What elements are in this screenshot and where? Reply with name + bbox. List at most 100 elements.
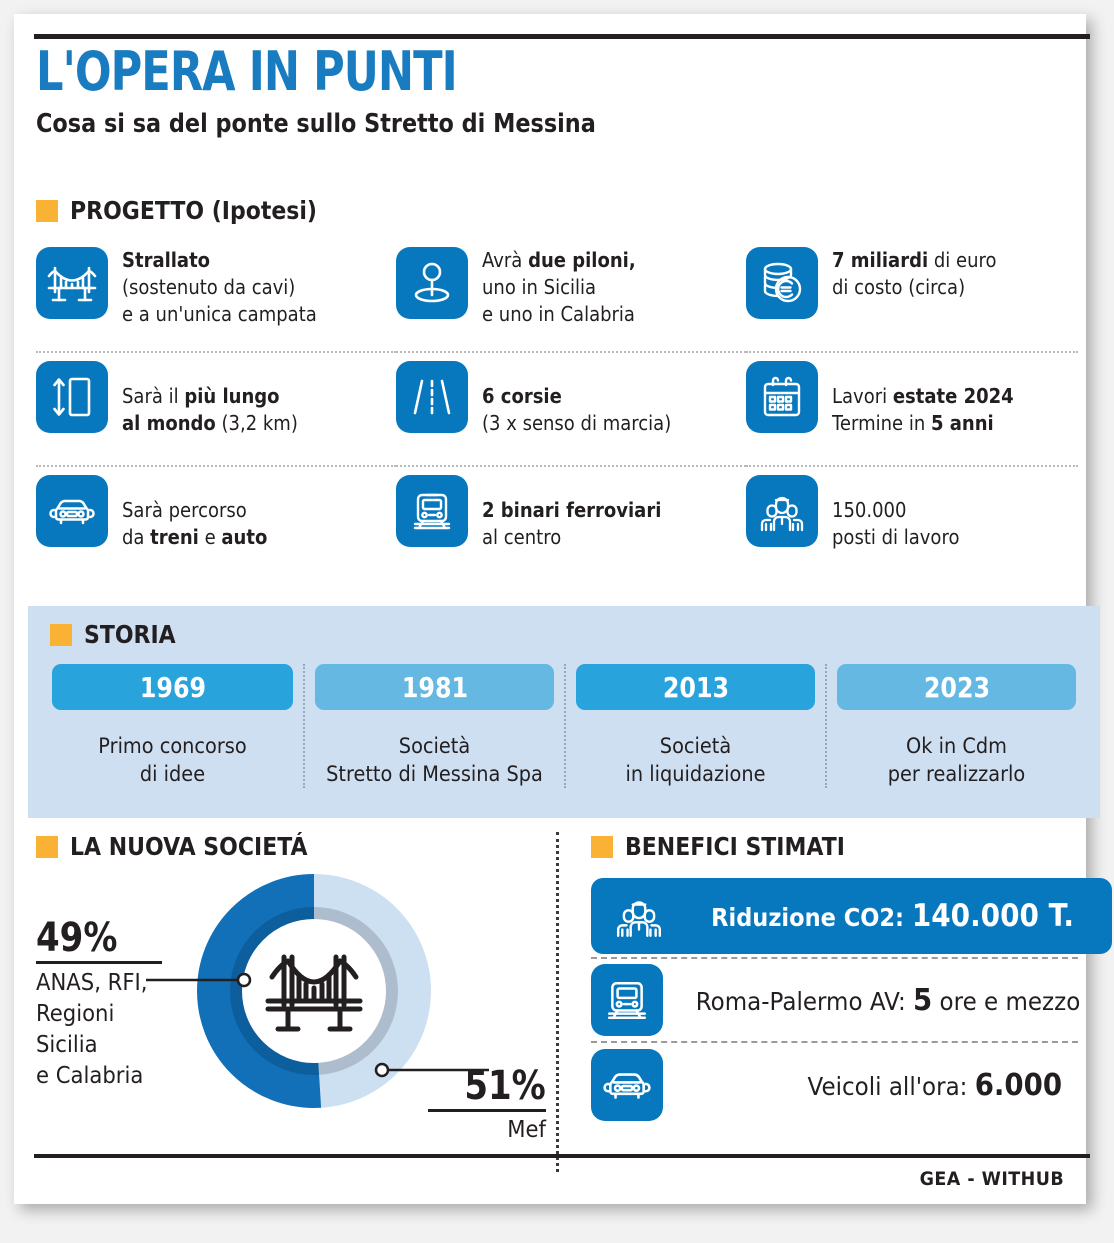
benefici-row-label: Riduzione CO2:	[711, 903, 912, 932]
benefici-row-value: 140.000 T.	[911, 898, 1075, 934]
timeline-year: 1969	[139, 670, 206, 704]
progetto-item-text: 6 corsie (3 x senso di marcia)	[482, 361, 671, 437]
progetto-item: Lavori estate 2024 Termine in 5 anni	[746, 353, 1078, 467]
progetto-item-line1-pre: Avrà	[482, 248, 529, 272]
progetto-item-line2-bold: 5 anni	[930, 411, 994, 435]
progetto-item-line2-bold2: auto	[221, 525, 268, 549]
bottom-sections: LA NUOVA SOCIETÁ	[36, 832, 1113, 1172]
progetto-item: Avrà due piloni, uno in Sicilia e uno in…	[396, 239, 746, 353]
calendar-icon	[746, 361, 818, 433]
benefici-row-label-post: ore e mezzo	[932, 986, 1081, 1016]
road-lanes-icon	[396, 361, 468, 433]
progetto-item: Sarà il più lungo al mondo (3,2 km)	[36, 353, 396, 467]
benefici-section-title: BENEFICI STIMATI	[625, 832, 845, 861]
progetto-item-text: Lavori estate 2024 Termine in 5 anni	[832, 361, 1014, 437]
progetto-item-line2-pre: da	[122, 525, 151, 549]
timeline-year-badge: 1981	[315, 664, 554, 710]
progetto-item-text: 2 binari ferroviari al centro	[482, 475, 661, 551]
car-icon	[591, 1049, 663, 1121]
progetto-item: 6 corsie (3 x senso di marcia)	[396, 353, 746, 467]
page-subtitle: Cosa si sa del ponte sullo Stretto di Me…	[36, 109, 596, 139]
progetto-item-line1-bold: 2 binari ferroviari	[482, 498, 662, 522]
timeline-desc: Società in liquidazione	[586, 732, 806, 788]
societa-section: LA NUOVA SOCIETÁ	[36, 832, 556, 1172]
donut-label-49: 49% ANAS, RFI, Regioni Sicilia e Calabri…	[36, 917, 196, 1092]
train-icon	[591, 964, 663, 1036]
suspension-bridge-icon	[36, 247, 108, 319]
donut-chart: 49% ANAS, RFI, Regioni Sicilia e Calabri…	[36, 865, 556, 1145]
timeline-item: 1981 Società Stretto di Messina Spa	[303, 664, 564, 788]
donut-sublabel-49: ANAS, RFI, Regioni Sicilia e Calabria	[36, 964, 183, 1092]
progetto-item-line2: (3 x senso di marcia)	[482, 411, 672, 435]
benefici-row: Veicoli all'ora: 6.000	[591, 1043, 1078, 1127]
societa-section-title: LA NUOVA SOCIETÁ	[70, 832, 308, 861]
progetto-item: 150.000 posti di lavoro	[746, 467, 1078, 581]
orange-square-marker	[36, 199, 58, 222]
benefici-row-text: Riduzione CO2: 140.000 T.	[711, 898, 1074, 934]
timeline-item: 2013 Società in liquidazione	[564, 664, 825, 788]
car-icon	[36, 475, 108, 547]
benefici-row-label-pre: Veicoli all'ora:	[807, 1071, 975, 1101]
benefici-section: BENEFICI STIMATI	[556, 832, 1113, 1172]
societa-section-head: LA NUOVA SOCIETÁ	[36, 832, 540, 861]
workers-icon	[601, 878, 677, 954]
timeline: 1969 Primo concorso di idee 1981 Società…	[42, 664, 1086, 788]
top-divider	[34, 34, 1090, 39]
progetto-item-line3: e a un'unica campata	[122, 302, 317, 326]
progetto-item-line1-pre: Sarà il	[122, 384, 185, 408]
progetto-section: PROGETTO (Ipotesi)	[36, 196, 1078, 581]
donut-underline-49	[36, 961, 162, 964]
donut-underline-51	[428, 1109, 546, 1112]
timeline-desc-line1: Società	[659, 734, 732, 758]
infographic-card: L'OPERA IN PUNTI Cosa si sa del ponte su…	[14, 14, 1113, 1204]
benefici-row-value: 6.000	[974, 1067, 1063, 1103]
progetto-item-line1-bold: due piloni,	[528, 248, 636, 272]
timeline-desc-line1: Ok in Cdm	[906, 734, 1007, 758]
benefici-row: Riduzione CO2: 140.000 T.	[591, 875, 1113, 959]
benefici-row-value: 5	[913, 982, 933, 1018]
donut-percent-49: 49%	[36, 915, 118, 961]
benefici-row: Roma-Palermo AV: 5 ore e mezzo	[591, 959, 1081, 1043]
train-icon	[396, 475, 468, 547]
progetto-section-head: PROGETTO (Ipotesi)	[36, 196, 1078, 225]
progetto-item-text: Sarà percorso da treni e auto	[122, 475, 267, 551]
euro-coins-icon	[746, 247, 818, 319]
progetto-item-line2-pre: Termine in	[832, 411, 931, 435]
progetto-item: 2 binari ferroviari al centro	[396, 467, 746, 581]
timeline-year-badge: 2013	[576, 664, 815, 710]
progetto-item-line2-bold: treni	[150, 525, 199, 549]
page-title: L'OPERA IN PUNTI	[36, 40, 458, 103]
donut-sublabel-49-line3: Sicilia	[36, 1032, 98, 1058]
timeline-desc-line2: per realizzarlo	[887, 762, 1026, 786]
timeline-year: 2013	[662, 670, 729, 704]
progetto-item-line2: uno in Sicilia	[482, 275, 597, 299]
progetto-item-text: Avrà due piloni, uno in Sicilia e uno in…	[482, 247, 636, 328]
timeline-desc-line2: Stretto di Messina Spa	[326, 762, 543, 786]
timeline-year: 2023	[923, 670, 990, 704]
progetto-item-text: 7 miliardi di euro di costo (circa)	[832, 247, 997, 301]
timeline-year-badge: 2023	[837, 664, 1076, 710]
progetto-item-line1-bold: estate 2024	[892, 384, 1014, 408]
timeline-desc-line1: Primo concorso	[98, 734, 247, 758]
benefici-filled-bar: Riduzione CO2: 140.000 T.	[591, 878, 1113, 954]
bottom-divider	[34, 1154, 1090, 1158]
timeline-desc-line2: di idee	[139, 762, 206, 786]
progetto-item-line1: 150.000	[832, 498, 907, 522]
progetto-item-line1: Sarà percorso	[122, 498, 247, 522]
timeline-item: 2023 Ok in Cdm per realizzarlo	[825, 664, 1086, 788]
benefici-section-head: BENEFICI STIMATI	[591, 832, 1078, 861]
storia-section-title: STORIA	[84, 620, 176, 649]
progetto-item-line1: Strallato	[122, 248, 211, 272]
progetto-item-line2-post: (3,2 km)	[215, 411, 298, 435]
storia-section: STORIA 1969 Primo concorso di idee 1981	[28, 606, 1100, 818]
progetto-item-line3: e uno in Calabria	[482, 302, 635, 326]
progetto-item-line1-bold: più lungo	[184, 384, 280, 408]
benefici-row-label-pre: Roma-Palermo AV:	[695, 986, 914, 1016]
map-pin-icon	[396, 247, 468, 319]
timeline-desc: Ok in Cdm per realizzarlo	[847, 732, 1067, 788]
progetto-item-text: 150.000 posti di lavoro	[832, 475, 959, 551]
progetto-item-line2: (sostenuto da cavi)	[122, 275, 296, 299]
orange-square-marker	[50, 623, 72, 646]
orange-square-marker	[36, 835, 58, 858]
progetto-item-line1-pre: Lavori	[832, 384, 893, 408]
